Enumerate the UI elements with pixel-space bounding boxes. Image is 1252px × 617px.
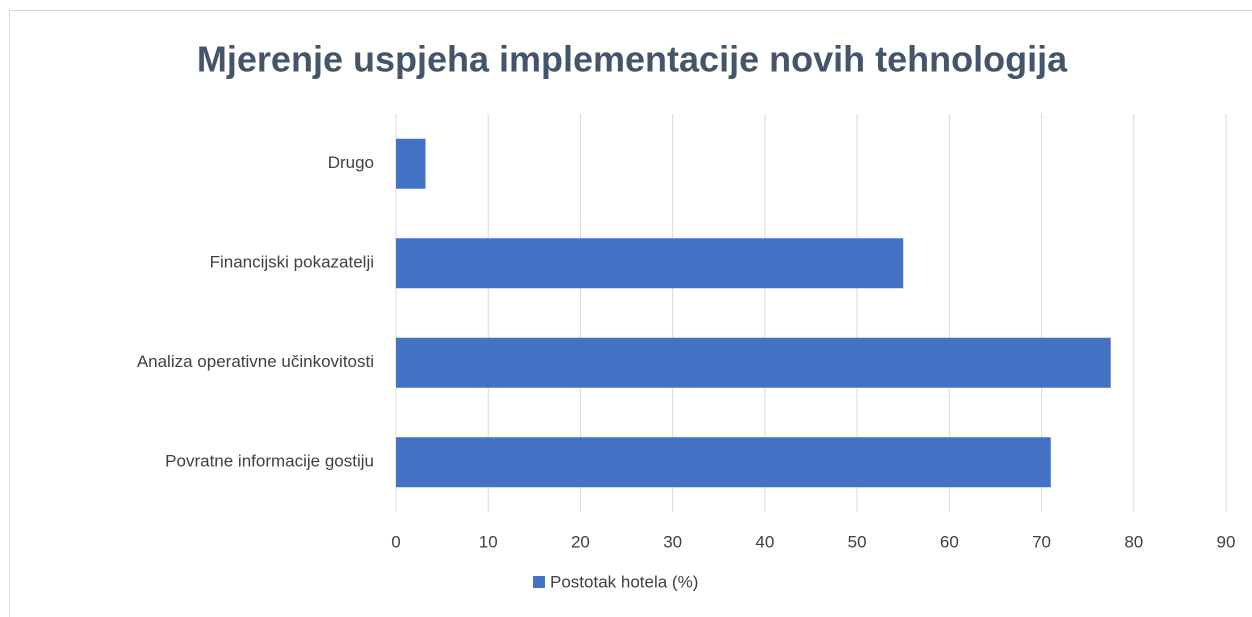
x-tick-label: 0 bbox=[391, 532, 400, 551]
bar bbox=[396, 138, 426, 189]
x-tick-label: 10 bbox=[479, 532, 498, 551]
x-tick-label: 30 bbox=[663, 532, 682, 551]
y-tick-label: Povratne informacije gostiju bbox=[165, 452, 374, 471]
x-tick-label: 20 bbox=[571, 532, 590, 551]
x-tick-label: 80 bbox=[1124, 532, 1143, 551]
bar bbox=[396, 437, 1051, 488]
x-tick-label: 40 bbox=[755, 532, 774, 551]
chart-frame bbox=[9, 10, 1252, 617]
x-tick-label: 50 bbox=[848, 532, 867, 551]
y-tick-label: Financijski pokazatelji bbox=[210, 253, 374, 272]
bar bbox=[396, 238, 904, 289]
x-tick-label: 60 bbox=[940, 532, 959, 551]
y-tick-label: Drugo bbox=[328, 153, 374, 172]
bar bbox=[396, 337, 1111, 388]
chart-title: Mjerenje uspjeha implementacije novih te… bbox=[197, 39, 1068, 80]
legend-label: Postotak hotela (%) bbox=[550, 572, 698, 591]
x-tick-label: 70 bbox=[1032, 532, 1051, 551]
legend-swatch bbox=[533, 576, 545, 588]
y-tick-label: Analiza operativne učinkovitosti bbox=[137, 352, 374, 371]
x-tick-label: 90 bbox=[1217, 532, 1236, 551]
